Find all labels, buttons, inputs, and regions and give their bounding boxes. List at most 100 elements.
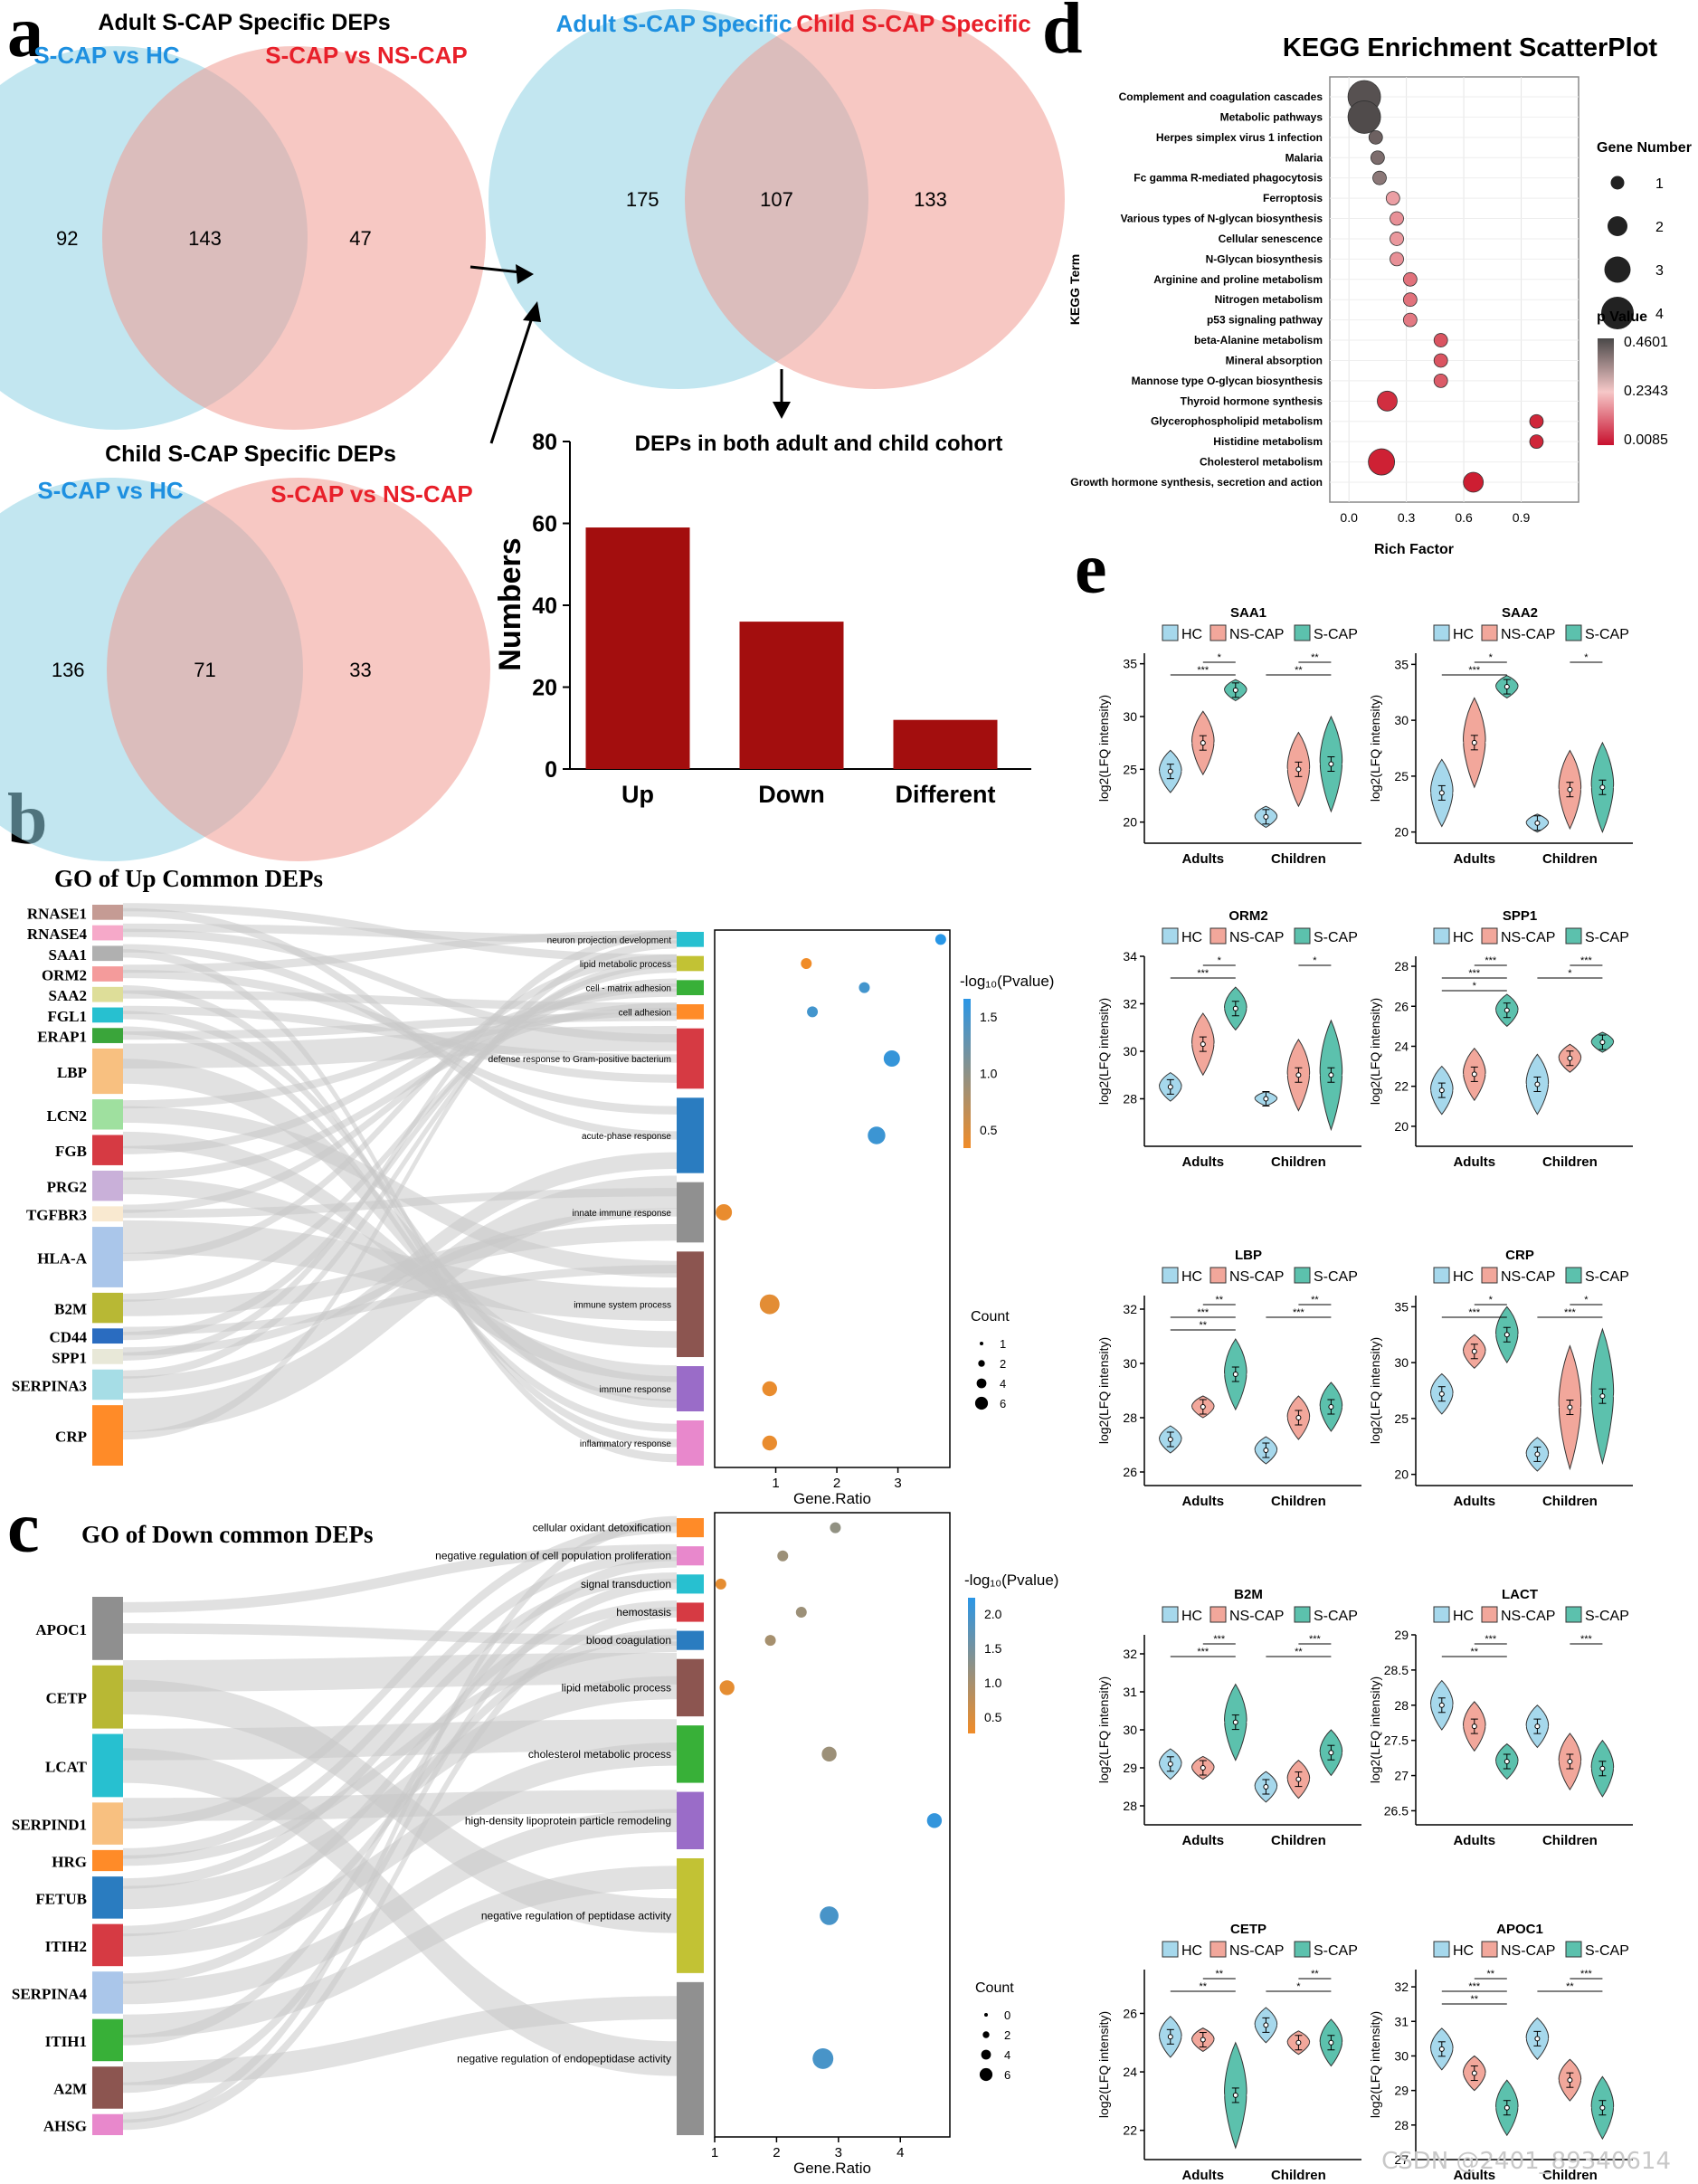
- term-bar: [677, 1546, 704, 1566]
- x-axis-label: Gene.Ratio: [793, 2160, 871, 2177]
- y-axis-label: log2(LFQ intensity): [1368, 1676, 1382, 1783]
- legend-label: NS-CAP: [1229, 930, 1284, 945]
- gene-label: ORM2: [42, 966, 87, 983]
- kegg-term-label: Ferroptosis: [1263, 192, 1323, 204]
- gene-label: FGL1: [48, 1008, 87, 1025]
- venn-right-circle: [107, 478, 490, 861]
- x-tick-label: 1: [772, 1476, 779, 1491]
- mean-point: [1200, 1765, 1206, 1771]
- gene-bar: [92, 1405, 123, 1466]
- sankey-flow: [123, 959, 677, 1379]
- y-tick-label: 30: [1394, 2048, 1409, 2063]
- mean-point: [1567, 786, 1573, 793]
- legend-label: NS-CAP: [1501, 930, 1555, 945]
- count-legend-dot: [978, 1360, 985, 1367]
- term-label: immune system process: [574, 1301, 671, 1311]
- sig-label: ***: [1197, 665, 1209, 676]
- sankey-flow: [123, 978, 677, 1303]
- legend-label: S-CAP: [1314, 1269, 1358, 1285]
- y-axis-label: log2(LFQ intensity): [1096, 998, 1111, 1105]
- mean-point: [1328, 1072, 1334, 1078]
- chart-title: GO of Down common DEPs: [81, 1521, 374, 1548]
- sig-label: *: [1218, 955, 1222, 966]
- go-dot: [821, 1746, 837, 1762]
- sankey-flow: [123, 1007, 677, 1109]
- mean-point: [1471, 1071, 1477, 1078]
- sankey-flow: [123, 1152, 677, 1393]
- y-tick-label: 60: [532, 512, 557, 537]
- gene-bar: [92, 1876, 123, 1919]
- sankey-flow: [123, 928, 677, 1043]
- size-legend-label: 3: [1655, 263, 1664, 279]
- x-tick-label: Different: [895, 781, 995, 808]
- term-label: high-density lipoprotein particle remode…: [465, 1814, 671, 1827]
- violin-plot: CETP HC NS-CAP S-CAP 22 24 26 log2(LFQ intensit…: [1096, 1922, 1361, 2183]
- count-legend-dot: [981, 2049, 991, 2060]
- legend-label: NS-CAP: [1229, 1269, 1284, 1285]
- x-axis-label: Gene.Ratio: [793, 1490, 871, 1507]
- venn-set-label: S-CAP vs NS-CAP: [270, 480, 472, 508]
- legend-swatch: [1481, 927, 1498, 945]
- bar: [739, 622, 844, 769]
- kegg-term-label: Various types of N-glycan biosynthesis: [1121, 213, 1323, 225]
- gene-bar: [92, 1099, 123, 1130]
- gene-label: SAA2: [48, 987, 87, 1004]
- arrow-head: [773, 402, 791, 419]
- sig-label: ***: [1197, 1647, 1209, 1657]
- term-label: lipid metabolic process: [562, 1681, 671, 1694]
- mean-point: [1200, 740, 1206, 746]
- sig-label: **: [1200, 1981, 1208, 1992]
- y-tick-label: 30: [1123, 1723, 1137, 1737]
- sankey-flow: [123, 985, 677, 1448]
- kegg-term-label: p53 signaling pathway: [1207, 314, 1323, 327]
- y-tick-label: 80: [532, 430, 557, 455]
- legend-swatch: [1294, 927, 1311, 945]
- group-label: Children: [1271, 2168, 1326, 2183]
- pvalue-legend-title: -log₁₀(Pvalue): [964, 1572, 1058, 1589]
- kegg-term-label: Growth hormone synthesis, secretion and …: [1070, 476, 1323, 489]
- mean-point: [1534, 2036, 1541, 2042]
- legend-label: HC: [1453, 627, 1474, 642]
- count-legend-label: 2: [1000, 1357, 1006, 1371]
- venn-set-label: S-CAP vs HC: [37, 477, 184, 504]
- bar: [893, 719, 998, 769]
- sig-label: ***: [1468, 665, 1481, 676]
- term-label: blood coagulation: [586, 1634, 671, 1647]
- group-label: Adults: [1181, 1494, 1224, 1509]
- go-dot: [795, 1607, 807, 1618]
- sankey-flow: [123, 1175, 677, 1432]
- mean-point: [1295, 1072, 1302, 1078]
- kegg-point: [1402, 292, 1418, 308]
- y-tick-label: 26: [1394, 999, 1409, 1013]
- legend-label: HC: [1453, 1609, 1474, 1624]
- chart-title: GO of Up Common DEPs: [54, 865, 323, 892]
- mean-point: [1534, 1451, 1541, 1458]
- legend-swatch: [1565, 927, 1582, 945]
- gene-label: HLA-A: [37, 1249, 88, 1267]
- violin-plot: B2M HC NS-CAP S-CAP 28 29 30 31 32 log2(LFQ inten…: [1096, 1587, 1361, 1848]
- gene-label: SAA1: [48, 946, 87, 964]
- legend-swatch: [1294, 624, 1311, 641]
- sig-label: *: [1218, 652, 1222, 663]
- sankey-flow: [123, 990, 677, 1011]
- term-bar: [677, 1574, 704, 1594]
- gene-label: CD44: [49, 1329, 87, 1346]
- term-label: inflammatory response: [580, 1439, 672, 1449]
- x-tick-label: 2: [833, 1476, 840, 1491]
- plot-title: LACT: [1502, 1587, 1538, 1602]
- y-tick-label: 32: [1123, 1302, 1137, 1316]
- legend-label: NS-CAP: [1501, 1943, 1555, 1959]
- watermark: CSDN @2401_89340614: [1381, 2148, 1671, 2175]
- y-tick-label: 22: [1394, 1079, 1409, 1094]
- y-tick-label: 24: [1123, 2065, 1137, 2079]
- y-tick-label: 27: [1394, 1769, 1409, 1783]
- sig-label: **: [1311, 1295, 1319, 1306]
- mean-point: [1295, 1415, 1302, 1420]
- legend-swatch: [1162, 1267, 1179, 1284]
- y-tick-label: 28: [1123, 1410, 1137, 1425]
- x-tick-label: Up: [621, 781, 654, 808]
- term-bar: [677, 1630, 704, 1650]
- legend-label: HC: [1453, 1269, 1474, 1285]
- pvalue-legend-bar: [968, 1598, 975, 1733]
- count-legend-label: 6: [1000, 1397, 1006, 1410]
